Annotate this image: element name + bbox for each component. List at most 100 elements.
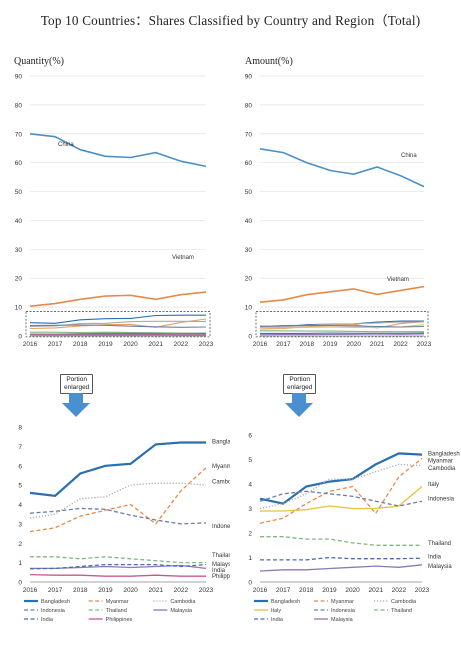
series-line [259,285,425,303]
y-tick-label: 6 [248,433,252,440]
series-line [259,324,425,328]
y-tick-label: 20 [15,276,23,283]
x-tick-label: 2020 [123,341,138,348]
callout-text-2: enlarged [287,384,313,391]
series-line [259,148,425,188]
x-tick-label: 2022 [174,341,189,348]
y-tick-label: 3 [18,521,22,528]
x-tick-label: 2021 [148,341,163,348]
legend-label: Cambodia [391,599,417,605]
x-tick-label: 2016 [23,587,38,594]
y-tick-label: 40 [15,218,23,225]
series-label: Indonesia [428,497,455,503]
series-label: Bangladesh [212,440,230,446]
y-tick-label: 4 [18,502,22,509]
x-tick-label: 2020 [346,341,361,348]
series-line [30,556,206,564]
y-tick-label: 60 [15,160,23,167]
amount-main-chart: 0 10 20 30 40 50 60 70 80 90 2016 2017 2018 2019 2020 2… [245,74,432,349]
series-label: Thailand [428,541,451,547]
y-tick-label: 80 [245,102,253,109]
legend-label: Philippines [106,617,133,623]
y-tick-label: 50 [15,189,23,196]
x-tick-label: 2023 [199,341,214,348]
series-line [259,490,423,507]
x-tick-label: 2022 [393,341,408,348]
legend-label: India [271,617,284,623]
series-line [29,318,207,330]
x-tick-label: 2021 [370,341,385,348]
series-label: China [401,153,417,159]
series-line [260,556,423,561]
legend-label: Cambodia [170,599,196,605]
x-tick-label: 2021 [368,587,383,594]
x-tick-label: 2018 [73,587,88,594]
series-label: China [58,142,74,148]
y-tick-label: 70 [245,131,253,138]
y-tick-label: 50 [245,189,253,196]
series-line [29,482,207,519]
legend-label: Myanmar [106,599,129,605]
series-line [259,457,423,524]
x-tick-label: 2017 [48,341,63,348]
series-line [29,314,206,324]
series-line [30,331,206,334]
y-tick-label: 8 [18,425,22,432]
amount-axis-title: Amount(%) [245,56,293,67]
x-tick-label: 2017 [276,587,291,594]
series-line [259,333,425,336]
enlarge-region-box [25,311,211,338]
series-line [259,321,424,328]
series-line [29,573,206,577]
x-tick-label: 2016 [23,341,38,348]
series-label: India [212,568,226,574]
x-tick-label: 2023 [415,587,430,594]
y-tick-label: 3 [248,506,252,513]
y-tick-label: 60 [245,160,253,167]
x-tick-label: 2023 [199,587,214,594]
legend-label: Myanmar [331,599,354,605]
series-label: India [428,554,442,560]
series-label: Myanmar [428,459,453,465]
y-tick-label: 20 [245,276,253,283]
x-tick-label: 2017 [48,587,63,594]
series-label: Vietnam [172,255,194,261]
y-tick-label: 30 [15,247,23,254]
x-tick-label: 2019 [98,587,113,594]
enlarged-callout-left: Portion enlarged [60,374,94,394]
y-tick-label: 2 [18,541,22,548]
quantity-enlarged-chart: 0 1 2 3 4 5 6 7 8 2016 2017 2018 2019 2020 2021 2022 202… [18,425,230,624]
series-line [29,133,207,168]
series-line [29,441,206,497]
legend-label: Indonesia [41,608,66,614]
y-tick-label: 90 [15,74,23,81]
quantity-main-chart: 0 10 20 30 40 50 60 70 80 90 2016 2017 2018 2019 2020 2… [15,74,214,349]
y-tick-label: 90 [245,74,253,81]
legend-label: Bangladesh [41,599,70,605]
amount-enlarged-chart: 0 1 2 3 4 5 6 2016 2017 2018 2019 2020 2021 2022 2023 B… [248,433,459,624]
y-tick-label: 5 [248,457,252,464]
y-tick-label: 0 [248,580,252,587]
series-line [259,452,423,505]
y-tick-label: 7 [18,444,22,451]
series-label: Myanmar [212,464,230,470]
arrow-down-icon [62,393,90,417]
series-line [260,536,422,546]
x-tick-label: 2022 [392,587,407,594]
x-tick-label: 2018 [299,587,314,594]
series-line [29,507,207,525]
x-tick-label: 2018 [300,341,315,348]
series-line [29,467,207,533]
x-tick-label: 2019 [98,341,113,348]
callout-text-2: enlarged [64,384,90,391]
callout-text-1: Portion [289,376,310,383]
series-line [29,563,207,570]
x-tick-label: 2019 [322,587,337,594]
x-tick-label: 2016 [253,587,268,594]
page-title: Top 10 Countries：Shares Classified by Co… [40,13,421,28]
quantity-axis-title: Quantity(%) [14,56,64,67]
series-label: Philippines [212,574,230,580]
x-tick-label: 2016 [253,341,268,348]
y-tick-label: 5 [18,483,22,490]
legend-label: Indonesia [331,608,356,614]
